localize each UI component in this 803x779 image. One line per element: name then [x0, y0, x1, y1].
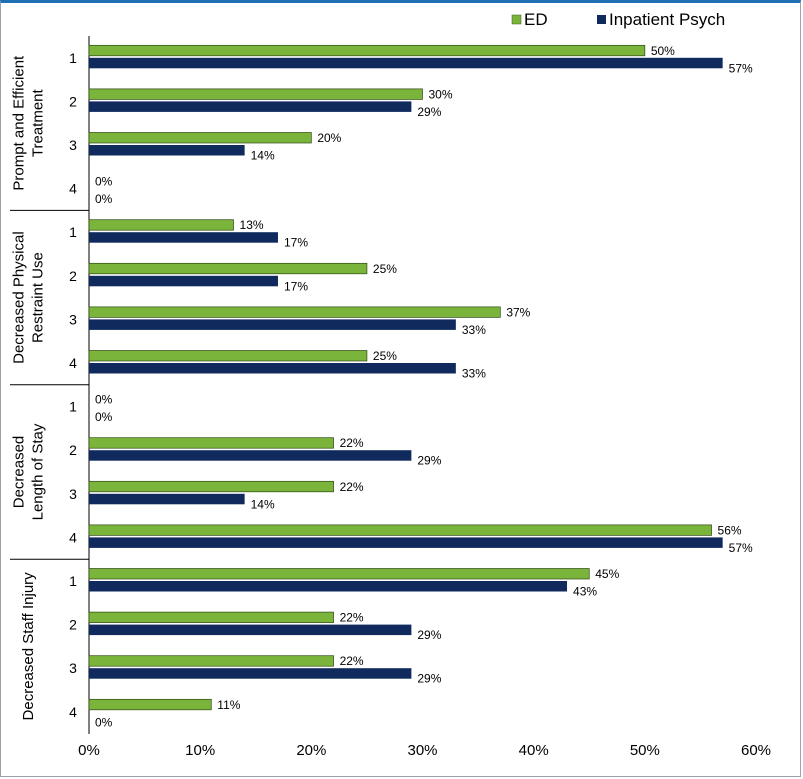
data-label: 0%: [95, 393, 113, 407]
legend-swatch-ed: [511, 14, 522, 25]
group-label: Decreased Physical: [11, 231, 28, 364]
category-label: 4: [69, 704, 77, 720]
category-label: 1: [69, 224, 77, 240]
data-label: 17%: [284, 279, 308, 293]
bar-ed: [88, 611, 334, 623]
x-tick-label: 30%: [407, 742, 437, 759]
data-label: 11%: [217, 698, 240, 712]
bar-inpatient-psych: [89, 493, 245, 505]
bar-ed: [88, 132, 312, 144]
group-label: Decreased Staff Injury: [20, 572, 37, 721]
bar-inpatient-psych: [89, 57, 723, 69]
x-tick-label: 20%: [296, 742, 326, 759]
category-label: 1: [69, 399, 77, 415]
category-label: 2: [69, 442, 77, 458]
x-tick-label: 60%: [741, 742, 771, 759]
category-label: 3: [69, 137, 77, 153]
bar-inpatient-psych: [89, 101, 412, 112]
category-label: 1: [69, 50, 77, 66]
category-label: 2: [69, 268, 77, 284]
data-label: 17%: [284, 236, 308, 250]
bar-inpatient-psych: [89, 275, 278, 287]
category-label: 3: [69, 486, 77, 502]
data-label: 56%: [718, 523, 742, 537]
data-label: 29%: [417, 628, 441, 642]
data-label: 0%: [95, 410, 113, 424]
category-label: 3: [69, 311, 77, 327]
data-label: 33%: [462, 323, 486, 337]
data-label: 37%: [506, 305, 530, 319]
group-label: Treatment: [30, 88, 47, 157]
bar-inpatient-psych: [89, 450, 412, 461]
bar-ed: [88, 44, 646, 57]
bar-inpatient-psych: [89, 145, 245, 156]
x-tick-label: 50%: [630, 742, 660, 759]
x-tick-label: 0%: [78, 742, 100, 759]
bar-ed: [88, 655, 334, 667]
data-label: 22%: [340, 436, 364, 450]
bar-inpatient-psych: [89, 319, 456, 330]
x-tick-label: 40%: [519, 742, 549, 759]
bar-inpatient-psych: [89, 668, 412, 679]
data-label: 45%: [595, 567, 619, 581]
data-label: 0%: [95, 175, 113, 189]
data-label: 20%: [317, 131, 341, 145]
data-label: 50%: [651, 44, 675, 58]
data-label: 29%: [417, 672, 441, 686]
data-label: 57%: [729, 61, 753, 75]
bar-ed: [88, 480, 334, 493]
data-label: 14%: [251, 497, 275, 511]
bar-inpatient-psych: [89, 363, 456, 374]
category-label: 4: [69, 529, 77, 545]
data-label: 29%: [417, 454, 441, 468]
data-label: 25%: [373, 349, 397, 363]
bar-ed: [88, 306, 501, 318]
bar-inpatient-psych: [89, 232, 278, 243]
group-label: Decreased: [11, 436, 28, 509]
category-label: 2: [69, 93, 77, 109]
legend-label-inpatient-psych: Inpatient Psych: [609, 10, 725, 29]
bar-inpatient-psych: [89, 624, 412, 636]
bar-ed: [88, 698, 212, 711]
category-label: 3: [69, 660, 77, 676]
category-label: 4: [69, 355, 77, 371]
data-label: 33%: [462, 367, 486, 381]
data-label: 57%: [729, 541, 753, 555]
legend-swatch-inpatient-psych: [597, 15, 606, 24]
data-label: 22%: [340, 654, 364, 668]
group-label: Prompt and Efficient: [11, 55, 28, 191]
bar-ed: [88, 219, 234, 231]
data-label: 0%: [95, 715, 113, 729]
bar-ed: [88, 568, 590, 580]
bar-ed: [88, 262, 368, 275]
group-label: Length of Stay: [30, 423, 47, 520]
legend-label-ed: ED: [524, 10, 548, 29]
category-label: 1: [69, 573, 77, 589]
data-label: 29%: [417, 105, 441, 119]
data-label: 13%: [240, 218, 264, 232]
x-tick-label: 10%: [185, 742, 215, 759]
data-label: 30%: [429, 87, 453, 101]
data-label: 22%: [340, 480, 364, 494]
data-label: 14%: [251, 149, 275, 163]
bar-ed: [88, 350, 368, 362]
data-label: 22%: [340, 611, 364, 625]
bar-ed: [88, 437, 334, 449]
data-label: 25%: [373, 262, 397, 276]
data-label: 0%: [95, 192, 113, 206]
data-label: 43%: [573, 585, 597, 599]
bar-inpatient-psych: [89, 537, 723, 548]
category-label: 2: [69, 617, 77, 633]
category-label: 4: [69, 181, 77, 197]
group-label: Restraint Use: [30, 252, 47, 343]
bar-ed: [88, 524, 712, 536]
bar-ed: [88, 88, 423, 100]
bar-inpatient-psych: [89, 581, 568, 592]
